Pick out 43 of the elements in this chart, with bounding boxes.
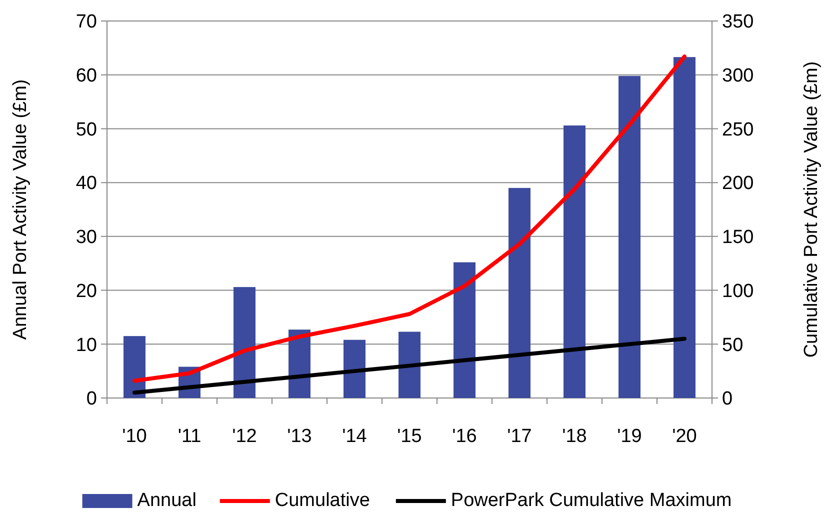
line-series [132, 54, 686, 383]
x-tick-label: '19 [617, 426, 642, 447]
legend-label: PowerPark Cumulative Maximum [450, 490, 732, 511]
legend-label: Annual [137, 490, 196, 511]
bar [564, 125, 586, 398]
x-tick-label: '14 [342, 426, 368, 447]
bar [618, 76, 640, 398]
y-tick-label: 50 [76, 119, 97, 140]
line-series [132, 336, 686, 395]
y2-tick-label: 50 [722, 334, 744, 356]
x-tick-label: '15 [397, 426, 422, 447]
y-tick-label: 20 [76, 280, 97, 302]
x-tick-label: '18 [562, 426, 587, 447]
y-tick-label: 10 [76, 334, 97, 356]
x-tick-label: '11 [178, 426, 202, 447]
bar [344, 340, 366, 398]
y2-tick-label: 300 [722, 66, 754, 87]
x-tick-label: '20 [672, 426, 697, 447]
y-tick-label: 40 [76, 173, 97, 194]
bar [454, 262, 476, 398]
y-tick-label: 70 [76, 12, 97, 33]
bar [398, 332, 420, 398]
x-tick-label: '17 [507, 426, 532, 447]
bar [674, 57, 696, 398]
y2-tick-label: 0 [722, 388, 733, 410]
bar [508, 188, 530, 398]
y2-tick-label: 200 [722, 173, 754, 194]
bar [234, 287, 256, 398]
y2-axis-title: Cumulative Port Activity Value (£m) [801, 61, 822, 358]
x-tick-label: '10 [122, 426, 147, 447]
legend-label: Cumulative [274, 490, 370, 511]
y2-tick-label: 350 [722, 12, 754, 33]
y2-tick-label: 150 [722, 227, 754, 248]
x-tick-label: '16 [452, 426, 477, 447]
x-tick-label: '13 [287, 426, 312, 447]
y-tick-label: 0 [86, 388, 97, 410]
bar [124, 336, 146, 398]
x-tick-label: '12 [232, 426, 257, 447]
y-tick-label: 30 [76, 227, 97, 248]
y-tick-label: 60 [76, 66, 97, 87]
y-axis-title: Annual Port Activity Value (£m) [10, 79, 31, 340]
y2-tick-label: 100 [722, 280, 754, 302]
y2-tick-label: 250 [722, 119, 754, 140]
